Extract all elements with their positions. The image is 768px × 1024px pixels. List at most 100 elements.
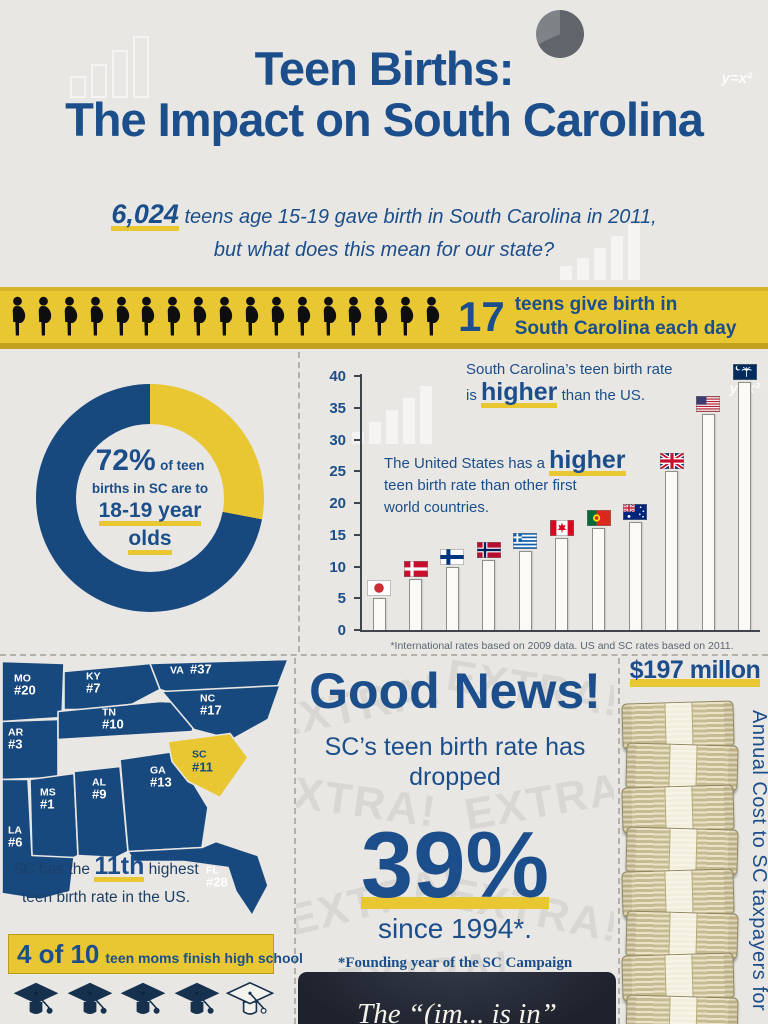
flag-denmark-icon [403,561,428,578]
bar-rect [628,522,642,630]
grad-cap-icon [173,980,221,1024]
state-label-ar: AR [8,727,24,739]
good-news-subtitle: SC’s teen birth rate has dropped [324,733,586,791]
grad-cap-icon [66,980,114,1024]
state-label-ga: GA [150,765,166,777]
bar-rect [555,537,569,630]
donut-line2: births in SC are to [91,481,209,497]
pie-chart-doodle [536,10,584,58]
y-tick-label: 25 [329,463,346,481]
state-label-fl: FL [206,865,219,877]
donut-center-text: 72% of teen births in SC are to 18-19 ye… [76,424,224,572]
bar-rect [409,579,423,630]
bar-rect [482,560,496,630]
y-tick-mark [354,597,360,600]
flag-japan-icon [367,580,391,597]
flag-australia-icon [623,504,648,521]
annual-cost: $197 millon [622,656,768,687]
bar-plot [366,364,758,630]
quote-text: The “(im... is in” [357,998,557,1024]
money-stack [621,700,739,1024]
y-tick-label: 30 [329,431,346,449]
y-tick-mark [354,502,360,504]
state-rank-nc: #17 [200,703,222,718]
state-rank-fl: #28 [206,875,228,890]
divider [298,352,300,652]
flag-uk-icon [659,453,684,470]
intro-text: 6,024 teens age 15-19 gave birth in Sout… [0,194,768,265]
donut-big-line1: 18-19 year [98,498,202,527]
y-tick-label: 5 [337,590,346,608]
bar-rect [592,528,606,630]
pregnant-figure-icon [375,296,388,336]
y-tick-mark [354,406,360,409]
grad-stat-label: teen moms finish high school [105,950,303,966]
state-label-al: AL [92,777,107,789]
flag-portugal-icon [586,510,611,527]
state-label-nc: NC [200,693,216,705]
title-line1: Teen Births: [254,42,515,95]
bar-australia [622,504,648,630]
annual-cost-label: Annual Cost to SC taxpayers for [748,710,768,1012]
state-rank-la: #6 [8,835,22,850]
pregnant-figure-icon [90,296,103,336]
grad-cap-icon [12,980,60,1024]
daily-count: 17 [458,293,505,340]
bar-rect [738,382,752,630]
title-line2: The Impact on South Carolina [65,92,704,146]
good-news-footnote: *Founding year of the SC Campaign [337,955,573,972]
bar-portugal [586,510,612,630]
y-tick-mark [354,629,360,631]
grad-stat: 4 of 10 [17,939,100,969]
donut-big-line2: olds [128,526,172,555]
y-tick-label: 20 [329,495,346,512]
state-sc-shape [167,732,249,799]
pregnant-figure-icon [193,296,207,336]
state-nc-shape [161,684,281,741]
annual-cost-amount: $197 millon [629,656,761,687]
annotation-us-higher: The United States has a higher teen birt… [384,446,626,516]
grad-cap-outline-icon [225,980,275,1024]
annotation-sc-higher: South Carolina’s teen birth rate is high… [466,361,673,409]
pregnant-figure-icon [400,296,414,336]
flag-finland-icon [440,548,465,565]
y-tick-mark [354,438,360,441]
intl-chart-panel: South Carolina’s teen birth rate is high… [300,350,768,652]
money-bundle [625,994,739,1024]
good-news-title: Good News! [309,663,601,719]
y-tick-label: 0 [337,622,346,639]
drop-percent: 39% [360,812,550,917]
y-tick-mark [354,565,360,568]
bar-finland [439,548,465,630]
bar-us [695,396,721,630]
bar-japan [366,580,392,630]
y-axis-labels: 0 5 10 15 20 25 30 35 40 [308,368,354,639]
intro-line2: but what does this mean for our state? [213,238,555,261]
state-la-shape [1,778,75,901]
pregnant-figure-icon [349,296,362,336]
state-label-la: LA [8,825,22,837]
intro-line1: teens age 15-19 gave birth in South Caro… [184,206,657,228]
bar-rect [665,471,679,630]
grad-caps-row [12,980,275,1024]
state-rank-ky: #7 [86,681,100,696]
pregnant-figure-icon [116,296,129,336]
state-rank-va: #37 [190,662,212,677]
flag-greece-icon [513,532,538,549]
state-ky-shape [63,662,161,711]
barchart-doodle [352,386,432,444]
state-label-mo: MO [14,673,31,685]
map-caption: SC has the 11th highest teen birth rate … [13,852,199,906]
bar-rect [701,414,715,630]
y-tick-mark [354,533,360,536]
page-title: Teen Births: The Impact on South Carolin… [0,42,768,146]
donut-line1: 72% of teen [95,444,205,478]
pregnant-figure-icon [297,296,310,336]
donut-chart: 72% of teen births in SC are to 18-19 ye… [36,384,264,612]
y-tick-mark [354,375,360,377]
daily-label: teens give birth in South Carolina each … [514,294,737,339]
state-label-tn: TN [102,707,116,719]
y-tick-label: 35 [329,399,346,417]
bar-greece [512,532,538,630]
